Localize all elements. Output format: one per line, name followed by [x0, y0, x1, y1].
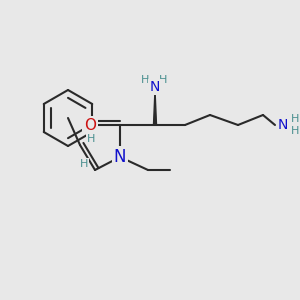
Polygon shape: [154, 90, 157, 125]
Text: N: N: [150, 80, 160, 94]
Text: H: H: [141, 75, 149, 85]
Text: N: N: [114, 148, 126, 166]
Text: O: O: [84, 118, 96, 133]
Text: N: N: [278, 118, 288, 132]
Text: H: H: [87, 134, 95, 144]
Text: H: H: [291, 126, 299, 136]
Text: H: H: [291, 114, 299, 124]
Text: H: H: [80, 159, 88, 169]
Text: H: H: [159, 75, 167, 85]
